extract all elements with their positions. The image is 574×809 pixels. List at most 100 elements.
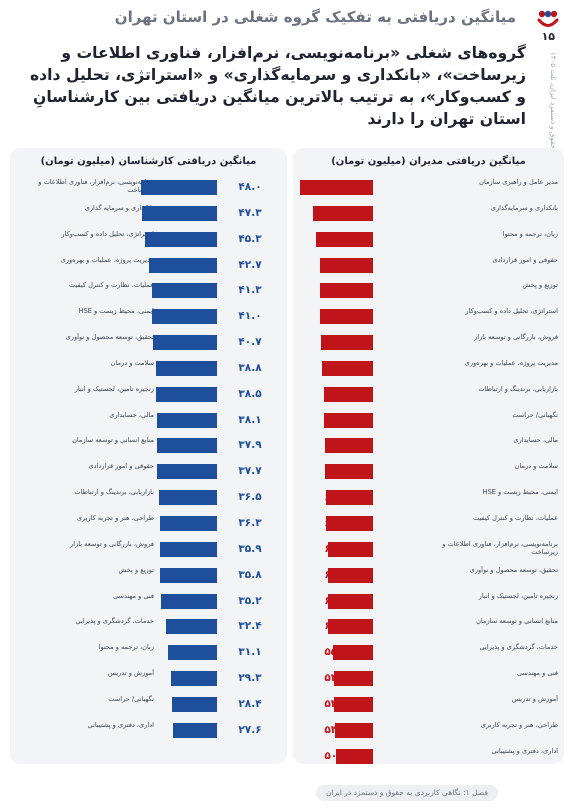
experts-value-label: ۴۰.۷	[238, 336, 262, 349]
managers-bar-row: زنجیره تامین، لجستیک و انبار ۶۲.۰	[293, 590, 564, 616]
experts-category-label: تحقیق، توسعه محصول و نوآوری	[65, 333, 154, 342]
managers-bar-row: طراحی، هنر و تجربه کاربری ۵۳.۱	[293, 719, 564, 745]
managers-bar	[321, 360, 373, 376]
managers-category-label: خدمات، گردشگری و پذیرایی	[479, 643, 559, 652]
experts-category-label: نگهبانی/ حراست	[108, 694, 154, 703]
managers-bar-row: بانکداری و سرمایه‌گذاری ۸۳.۱	[293, 202, 564, 228]
experts-bar	[152, 309, 217, 325]
experts-bar-row: فروش، بازرگانی و توسعه بازار ۳۵.۹	[10, 538, 287, 564]
managers-bar-row: تحقیق، توسعه محصول و نوآوری ۶۲.۵	[293, 564, 564, 590]
experts-bar-row: بانکداری و سرمایه گذاری ۴۷.۳	[10, 202, 287, 228]
experts-bar-row: فنی و مهندسی ۳۵.۲	[10, 590, 287, 616]
experts-bar-row: آموزش و تدریس ۲۹.۳	[10, 667, 287, 693]
managers-bar	[321, 335, 373, 351]
managers-bar-row: برنامه‌نویسی، نرم‌افزار، فناوری اطلاعات …	[293, 538, 564, 564]
managers-category-label: فروش، بازرگانی و توسعه بازار	[474, 333, 558, 342]
experts-value-label: ۳۷.۷	[238, 465, 262, 478]
managers-bar	[327, 567, 373, 583]
managers-category-label: منابع انسانی و توسعه سازمان	[476, 617, 558, 626]
experts-bar-row: زنجیره تامین، لجستیک و انبار ۳۸.۵	[10, 383, 287, 409]
experts-category-label: مدیریت پروژه، عملیات و بهره‌وری	[60, 255, 154, 264]
managers-bar-row: آموزش و تدریس ۵۳.۹	[293, 693, 564, 719]
managers-bar-row: فروش، بازرگانی و توسعه بازار ۷۱.۴	[293, 331, 564, 357]
experts-bar	[161, 593, 217, 609]
managers-value-label: ۷۹.۳	[324, 232, 348, 245]
managers-category-label: بانکداری و سرمایه‌گذاری	[490, 203, 558, 212]
experts-value-label: ۴۲.۷	[238, 258, 262, 271]
managers-category-label: توزیع و پخش	[522, 281, 558, 290]
experts-category-label: اداری، دفتری و پشتیبانی	[87, 720, 154, 729]
managers-bar	[320, 283, 373, 299]
experts-value-label: ۳۷.۹	[238, 439, 262, 452]
managers-value-label: ۷۲.۹	[324, 310, 348, 323]
experts-bar	[141, 180, 217, 195]
experts-category-label: منابع انسانی و توسعه سازمان	[72, 436, 154, 445]
report-side-label: گزارش حقوق و دستمزد ایران، ثلث ۱۴۰۵	[549, 52, 557, 173]
managers-bar-row: ایمنی، محیط زیست و HSE ۶۵.۷	[293, 486, 564, 512]
managers-bar-row: مدیر عامل و راهبری سازمان ۱۰۱.۰	[293, 176, 564, 202]
managers-value-label: ۱۰۱.۰	[321, 181, 351, 193]
managers-bar-row: اداری، دفتری و پشتیبانی ۵۰.۸	[293, 745, 564, 771]
managers-chart-panel: میانگین دریافتی مدیران (میلیون تومان) مد…	[293, 148, 564, 764]
managers-bar	[334, 696, 373, 712]
experts-value-label: ۳۵.۹	[238, 542, 262, 555]
managers-value-label: ۶۸.۳	[324, 413, 348, 426]
managers-bar	[319, 257, 373, 273]
experts-bar	[159, 490, 217, 506]
experts-value-label: ۳۵.۲	[238, 594, 262, 607]
experts-bar-row: توزیع و پخش ۳۵.۸	[10, 564, 287, 590]
managers-category-label: اداری، دفتری و پشتیبانی	[491, 746, 558, 755]
page-number: ۱۵	[541, 30, 555, 43]
experts-category-label: زبان، ترجمه و محتوا	[98, 643, 154, 652]
managers-value-label: ۵۴.۶	[324, 672, 348, 685]
experts-bar	[151, 283, 217, 299]
experts-bar-row: برنامه‌نویسی، نرم‌افزار، فناوری اطلاعات …	[10, 176, 287, 202]
managers-category-label: طراحی، هنر و تجربه کاربری	[480, 720, 558, 729]
managers-bar-row: منابع انسانی و توسعه سازمان ۶۲.۰	[293, 615, 564, 641]
experts-bar	[157, 464, 217, 480]
experts-bar-row: منابع انسانی و توسعه سازمان ۳۷.۹	[10, 434, 287, 460]
managers-bar	[300, 180, 373, 195]
managers-bar	[328, 619, 373, 635]
experts-bar-row: عملیات، نظارت و کنترل کیفیت ۴۱.۳	[10, 279, 287, 305]
experts-value-label: ۳۸.۸	[238, 361, 262, 374]
managers-bar-row: توزیع و پخش ۷۲.۹	[293, 279, 564, 305]
managers-bar	[323, 386, 373, 402]
experts-value-label: ۴۱.۰	[238, 310, 262, 323]
experts-bar-row: ایمنی، محیط زیست و HSE ۴۱.۰	[10, 305, 287, 331]
managers-bar	[328, 593, 373, 609]
experts-bar-row: مالی، حسابداری ۳۸.۱	[10, 409, 287, 435]
experts-bar-row: حقوقی و امور قراردادی ۳۷.۷	[10, 460, 287, 486]
page-header-title: میانگین دریافتی به تفکیک گروه شغلی در اس…	[114, 8, 516, 26]
managers-bar	[320, 309, 373, 325]
managers-category-label: آموزش و تدریس	[511, 694, 558, 703]
experts-bar	[156, 386, 217, 402]
experts-category-label: حقوقی و امور قراردادی	[88, 462, 154, 471]
experts-bar-row: اداری، دفتری و پشتیبانی ۲۷.۶	[10, 719, 287, 745]
managers-category-label: نگهبانی/ حراست	[512, 410, 558, 419]
managers-bar	[326, 515, 373, 531]
managers-bar-list: مدیر عامل و راهبری سازمان ۱۰۱.۰ بانکداری و…	[293, 176, 564, 770]
managers-category-label: سلامت و درمان	[514, 462, 558, 471]
managers-value-label: ۵۳.۹	[324, 697, 348, 710]
footer-chapter-label: فصل ۱: نگاهی کاربردی به حقوق و دستمزد در…	[316, 785, 498, 801]
experts-bar	[156, 412, 217, 428]
experts-category-label: خدمات، گردشگری و پذیرایی	[75, 617, 155, 626]
managers-value-label: ۵۵.۴	[324, 646, 348, 659]
managers-bar-row: عملیات، نظارت و کنترل کیفیت ۶۴.۹	[293, 512, 564, 538]
managers-category-label: مدیریت پروژه، عملیات و بهره‌وری	[464, 358, 558, 367]
experts-category-label: طراحی، هنر و تجربه کاربری	[76, 513, 154, 522]
experts-category-label: زنجیره تامین، لجستیک و انبار	[74, 384, 154, 393]
experts-value-label: ۲۹.۳	[238, 672, 262, 685]
managers-category-label: بازاریابی، برندینگ و ارتباطات	[478, 384, 558, 393]
managers-bar	[333, 645, 373, 661]
managers-bar-row: خدمات، گردشگری و پذیرایی ۵۵.۴	[293, 641, 564, 667]
experts-bar	[173, 722, 217, 738]
experts-category-label: برنامه‌نویسی، نرم‌افزار، فناوری اطلاعات …	[38, 178, 154, 194]
experts-value-label: ۲۸.۴	[238, 697, 262, 710]
experts-bar	[142, 205, 217, 221]
managers-bar-row: استراتژی، تحلیل داده و کسب‌وکار ۷۲.۹	[293, 305, 564, 331]
headline: گروه‌های شغلی «برنامه‌نویسی، نرم‌افزار، …	[29, 44, 526, 128]
experts-bar	[149, 257, 217, 273]
experts-value-label: ۴۸.۰	[238, 181, 262, 193]
